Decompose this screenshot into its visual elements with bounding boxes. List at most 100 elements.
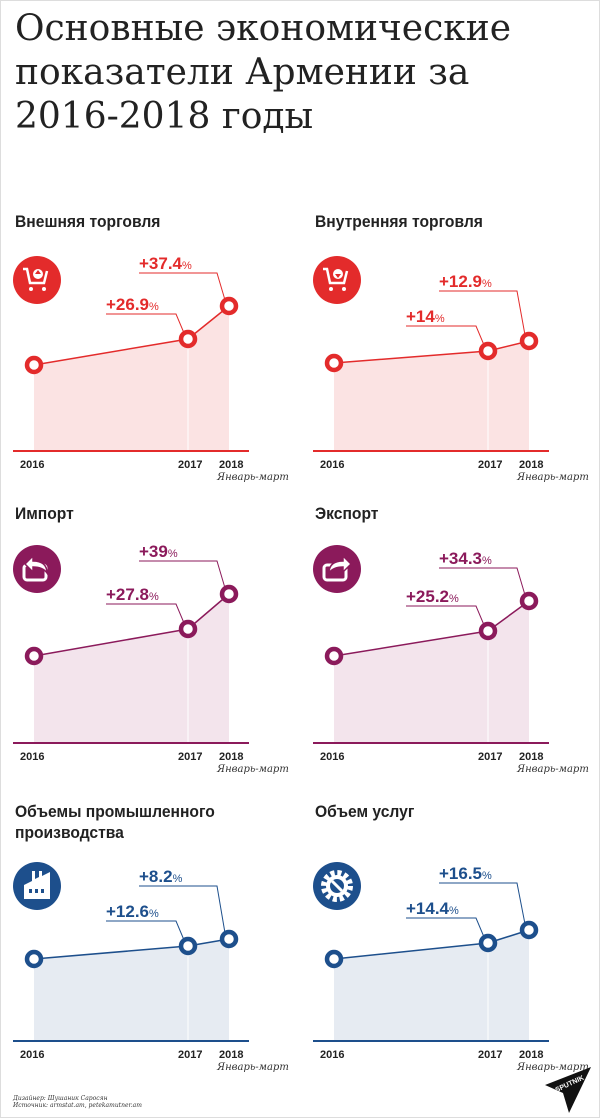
sputnik-logo: SPUTNIK bbox=[545, 1067, 591, 1113]
x-tick-label: 2018 bbox=[219, 459, 243, 471]
x-tick-label: 2018 bbox=[219, 1049, 243, 1061]
x-tick-label: 2017 bbox=[178, 1049, 202, 1061]
data-label-2018: +12.9% bbox=[439, 272, 492, 291]
gear-teeth bbox=[321, 870, 353, 902]
percent-sign: % bbox=[168, 548, 178, 560]
x-sublabel: Январь-март bbox=[216, 1062, 289, 1073]
chart-panel: Экспорт +25.2% +34.3% 2016 2017 2018 Январь-ма… bbox=[301, 503, 599, 795]
data-point-2018 bbox=[219, 584, 239, 604]
designer-credit: Дизайнер: Шушаник Саросян bbox=[13, 1095, 108, 1102]
footer: Дизайнер: Шушаник Саросян Источник: arms… bbox=[13, 1095, 142, 1109]
leader-line bbox=[139, 272, 226, 301]
data-label-2018: +34.3% bbox=[439, 549, 492, 568]
data-label-2018: +37.4% bbox=[139, 254, 192, 273]
leader-line bbox=[439, 567, 526, 596]
x-tick-label: 2017 bbox=[478, 1049, 502, 1061]
data-point-2018 bbox=[519, 920, 539, 940]
chart-panel: Объемы промышленного производства +12.6% +… bbox=[1, 801, 301, 1093]
data-point-2016 bbox=[24, 949, 44, 969]
chart-panel: Импорт +27.8% +39% 2016 2017 2018 Январь-март bbox=[1, 503, 301, 795]
data-label-2017: +26.9% bbox=[106, 295, 159, 314]
percent-sign: % bbox=[173, 873, 183, 885]
percent-sign: % bbox=[435, 313, 445, 325]
wrench bbox=[330, 879, 344, 893]
x-tick-label: 2018 bbox=[519, 751, 543, 763]
factory-icon bbox=[13, 862, 61, 910]
x-tick-label: 2017 bbox=[178, 751, 202, 763]
data-label-2017: +14.4% bbox=[406, 899, 459, 918]
data-point-2017 bbox=[178, 329, 198, 349]
data-label-2017: +12.6% bbox=[106, 902, 159, 921]
area-fill bbox=[334, 601, 529, 743]
shopping-cart-up-icon bbox=[13, 256, 61, 304]
chart-title: Объем услуг bbox=[315, 802, 415, 821]
x-tick-label: 2016 bbox=[20, 1049, 44, 1061]
leader-line bbox=[106, 920, 185, 941]
x-tick-label: 2016 bbox=[320, 1049, 344, 1061]
data-label-2017: +25.2% bbox=[406, 587, 459, 606]
data-label-2018: +16.5% bbox=[439, 864, 492, 883]
chart-title: Импорт bbox=[15, 504, 74, 523]
page-title: Основные экономические показатели Армени… bbox=[15, 8, 512, 137]
chart-title: Внешняя торговля bbox=[15, 212, 161, 231]
chart-title: Объемы промышленного производства bbox=[15, 802, 215, 842]
data-point-2016 bbox=[324, 949, 344, 969]
data-point-2016 bbox=[24, 646, 44, 666]
data-label-2017: +27.8% bbox=[106, 585, 159, 604]
x-sublabel: Январь-март bbox=[516, 1062, 589, 1073]
x-tick-label: 2017 bbox=[178, 459, 202, 471]
data-point-2017 bbox=[478, 933, 498, 953]
percent-sign: % bbox=[482, 870, 492, 882]
leader-line bbox=[106, 313, 185, 334]
x-sublabel: Январь-март bbox=[516, 472, 589, 483]
data-point-2018 bbox=[219, 929, 239, 949]
chart-panel: Внутренняя торговля +14% +12.9% 2016 2017 201… bbox=[301, 211, 599, 503]
leader-line bbox=[406, 325, 485, 346]
x-sublabel: Январь-март bbox=[516, 764, 589, 775]
export-arrow-icon bbox=[313, 545, 361, 593]
x-tick-label: 2016 bbox=[20, 751, 44, 763]
arrow bbox=[23, 554, 48, 576]
leader-line bbox=[139, 560, 226, 589]
data-point-2018 bbox=[219, 296, 239, 316]
percent-sign: % bbox=[149, 301, 159, 313]
chart-panel: Объем услуг +14.4% +16.5% 2016 2017 2018 Январ… bbox=[301, 801, 599, 1093]
percent-sign: % bbox=[482, 278, 492, 290]
cart-wheel bbox=[42, 287, 46, 291]
leader-line bbox=[439, 290, 526, 336]
leader-line bbox=[106, 603, 185, 624]
data-label-2018: +39% bbox=[139, 542, 178, 561]
leader-line bbox=[139, 885, 226, 934]
area-fill bbox=[334, 930, 529, 1041]
x-sublabel: Январь-март bbox=[216, 764, 289, 775]
import-arrow-icon bbox=[13, 545, 61, 593]
leader-line bbox=[406, 605, 485, 626]
icon-circle bbox=[313, 545, 361, 593]
icon-circle bbox=[13, 545, 61, 593]
percent-sign: % bbox=[449, 905, 459, 917]
x-tick-label: 2016 bbox=[320, 751, 344, 763]
icon-circle bbox=[13, 256, 61, 304]
data-point-2017 bbox=[478, 621, 498, 641]
gear-wrench-icon bbox=[313, 862, 361, 910]
x-tick-label: 2016 bbox=[320, 459, 344, 471]
x-tick-label: 2017 bbox=[478, 751, 502, 763]
data-label-2017: +14% bbox=[406, 307, 445, 326]
data-point-2016 bbox=[324, 353, 344, 373]
data-point-2016 bbox=[24, 355, 44, 375]
data-point-2018 bbox=[519, 331, 539, 351]
percent-sign: % bbox=[149, 908, 159, 920]
data-point-2017 bbox=[178, 936, 198, 956]
data-point-2017 bbox=[478, 341, 498, 361]
cart-body bbox=[23, 267, 49, 285]
x-tick-label: 2018 bbox=[519, 459, 543, 471]
leader-line bbox=[406, 917, 485, 938]
percent-sign: % bbox=[482, 555, 492, 567]
x-tick-label: 2016 bbox=[20, 459, 44, 471]
arrow bbox=[328, 554, 353, 576]
